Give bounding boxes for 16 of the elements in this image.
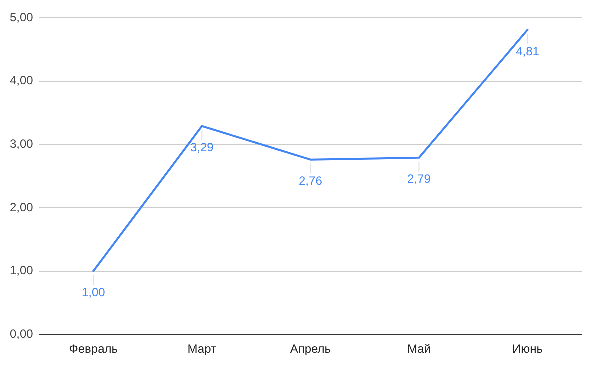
y-tick-label: 0,00	[10, 326, 34, 341]
data-label: 2,79	[408, 172, 432, 186]
y-tick-label: 4,00	[10, 74, 34, 88]
x-tick-label: Июнь	[512, 342, 543, 356]
data-label: 1,00	[82, 286, 106, 300]
data-label: 4,81	[516, 44, 540, 58]
x-tick-label: Апрель	[290, 342, 332, 356]
data-label: 2,76	[299, 174, 323, 188]
x-tick-label: Февраль	[69, 342, 118, 356]
y-tick-label: 3,00	[10, 136, 34, 151]
y-tick-label: 5,00	[10, 10, 34, 24]
y-tick-label: 1,00	[10, 264, 34, 278]
y-tick-label: 2,00	[10, 200, 34, 214]
x-tick-label: Март	[188, 342, 218, 356]
data-label: 3,29	[190, 140, 214, 155]
x-tick-label: Май	[407, 342, 431, 356]
